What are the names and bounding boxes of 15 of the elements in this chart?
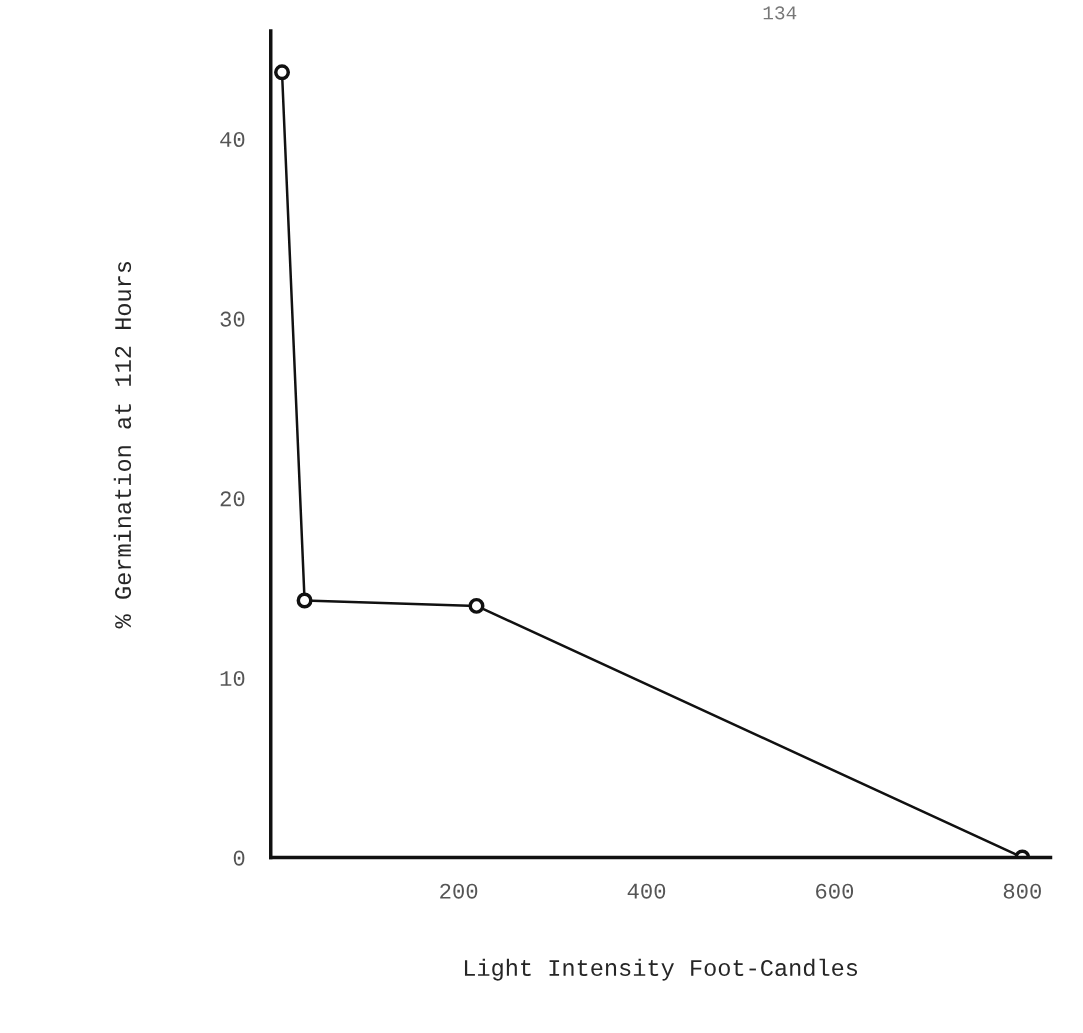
y-tick-label: 30 (220, 311, 245, 327)
x-tick-label: 800 (1003, 883, 1041, 899)
x-axis-title: Light Intensity Foot-Candles (464, 958, 858, 981)
text: 134 (763, 6, 797, 20)
point (296, 592, 313, 609)
y-tick-label: 10 (220, 670, 245, 687)
y-tick-label: 20 (220, 491, 245, 507)
y-axis-title: % Germination at 112 Hours (113, 261, 132, 629)
point (274, 64, 291, 81)
x-tick-label: 400 (627, 883, 666, 899)
y-tick-label: 0 (233, 850, 245, 866)
y-tick-label: 40 (220, 131, 245, 148)
point (468, 597, 485, 614)
x-tick-label: 200 (440, 883, 478, 899)
x-tick-label: 600 (816, 883, 854, 899)
